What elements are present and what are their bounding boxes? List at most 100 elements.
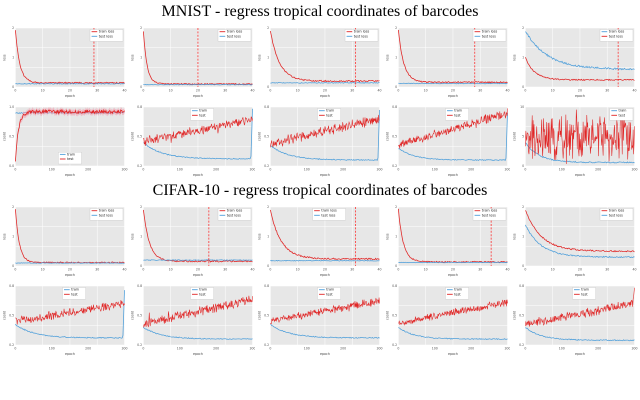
svg-text:30: 30 bbox=[350, 268, 354, 272]
subplot-cifar-r1c1: 0 10 20 30 40 0 1 2 epoch loss train loss test loss bbox=[2, 201, 128, 279]
svg-text:0.2: 0.2 bbox=[264, 343, 269, 347]
svg-text:train: train bbox=[454, 109, 462, 113]
svg-text:0.8: 0.8 bbox=[137, 105, 142, 109]
svg-text:0.5: 0.5 bbox=[9, 135, 14, 139]
svg-text:200: 200 bbox=[468, 347, 474, 351]
svg-text:10: 10 bbox=[41, 268, 45, 272]
svg-text:epoch: epoch bbox=[575, 173, 585, 177]
svg-text:1.0: 1.0 bbox=[9, 105, 14, 109]
svg-text:0: 0 bbox=[270, 268, 272, 272]
svg-text:coord: coord bbox=[385, 132, 389, 141]
svg-text:40: 40 bbox=[378, 268, 382, 272]
svg-text:20: 20 bbox=[68, 268, 72, 272]
svg-text:10: 10 bbox=[296, 89, 300, 93]
svg-text:300: 300 bbox=[249, 347, 255, 351]
svg-text:train loss: train loss bbox=[322, 209, 338, 213]
svg-text:20: 20 bbox=[578, 268, 582, 272]
svg-text:test loss: test loss bbox=[482, 34, 496, 38]
svg-text:epoch: epoch bbox=[193, 173, 203, 177]
svg-text:0: 0 bbox=[142, 268, 144, 272]
svg-text:20: 20 bbox=[68, 89, 72, 93]
svg-text:test: test bbox=[199, 292, 206, 296]
svg-text:0: 0 bbox=[14, 89, 16, 93]
svg-text:coord: coord bbox=[3, 311, 7, 320]
svg-text:20: 20 bbox=[323, 268, 327, 272]
svg-text:300: 300 bbox=[632, 168, 638, 172]
svg-text:40: 40 bbox=[250, 89, 254, 93]
svg-text:40: 40 bbox=[633, 268, 637, 272]
svg-text:test: test bbox=[71, 292, 78, 296]
svg-text:train loss: train loss bbox=[609, 30, 625, 34]
subplot-mnist-r1c5: 0 10 20 30 40 0 1 2 epoch loss train loss test loss bbox=[512, 22, 638, 100]
svg-text:epoch: epoch bbox=[193, 352, 203, 356]
svg-text:30: 30 bbox=[223, 89, 227, 93]
svg-text:0.2: 0.2 bbox=[9, 343, 14, 347]
svg-text:1: 1 bbox=[12, 235, 14, 239]
svg-text:30: 30 bbox=[95, 89, 99, 93]
svg-text:10: 10 bbox=[168, 268, 172, 272]
svg-text:epoch: epoch bbox=[65, 273, 75, 277]
svg-text:train: train bbox=[326, 288, 334, 292]
svg-text:2: 2 bbox=[12, 205, 14, 209]
svg-text:epoch: epoch bbox=[448, 173, 458, 177]
svg-text:10: 10 bbox=[423, 268, 427, 272]
svg-text:test loss: test loss bbox=[226, 34, 240, 38]
svg-text:2: 2 bbox=[523, 26, 525, 30]
svg-text:10: 10 bbox=[551, 89, 555, 93]
svg-text:epoch: epoch bbox=[65, 352, 75, 356]
svg-text:0: 0 bbox=[14, 268, 16, 272]
svg-text:0.2: 0.2 bbox=[264, 164, 269, 168]
svg-text:200: 200 bbox=[340, 347, 346, 351]
svg-text:10: 10 bbox=[41, 89, 45, 93]
svg-text:0.8: 0.8 bbox=[519, 284, 524, 288]
svg-text:2: 2 bbox=[140, 205, 142, 209]
svg-text:0: 0 bbox=[12, 85, 14, 89]
svg-text:0: 0 bbox=[140, 85, 142, 89]
svg-text:1: 1 bbox=[267, 235, 269, 239]
svg-text:train loss: train loss bbox=[609, 209, 625, 213]
subplot-mnist-r1c3: 0 10 20 30 40 0 1 2 epoch loss train loss test loss bbox=[257, 22, 383, 100]
svg-text:loss: loss bbox=[130, 233, 134, 239]
svg-text:coord: coord bbox=[258, 311, 262, 320]
svg-text:2: 2 bbox=[267, 26, 269, 30]
svg-text:40: 40 bbox=[505, 89, 509, 93]
svg-text:40: 40 bbox=[378, 89, 382, 93]
svg-text:0: 0 bbox=[270, 89, 272, 93]
svg-text:0.5: 0.5 bbox=[392, 314, 397, 318]
svg-text:0.8: 0.8 bbox=[392, 284, 397, 288]
svg-text:1: 1 bbox=[523, 56, 525, 60]
svg-text:loss: loss bbox=[130, 54, 134, 60]
svg-text:2: 2 bbox=[523, 205, 525, 209]
svg-text:train loss: train loss bbox=[226, 209, 242, 213]
svg-text:train: train bbox=[199, 109, 207, 113]
svg-text:0: 0 bbox=[397, 268, 399, 272]
svg-text:epoch: epoch bbox=[193, 273, 203, 277]
svg-text:100: 100 bbox=[49, 347, 55, 351]
svg-text:0.8: 0.8 bbox=[264, 105, 269, 109]
svg-text:test: test bbox=[454, 113, 461, 117]
svg-text:loss: loss bbox=[258, 54, 262, 60]
subplot-cifar-r2c2: 0 100 200 300 0.2 0.5 0.8 epoch coord train test bbox=[129, 280, 256, 358]
svg-text:100: 100 bbox=[432, 168, 438, 172]
svg-text:30: 30 bbox=[606, 268, 610, 272]
svg-text:0.5: 0.5 bbox=[137, 314, 142, 318]
subplot-cifar-r2c1: 0 100 200 300 0.2 0.5 0.8 epoch coord train test bbox=[2, 280, 128, 358]
svg-text:0: 0 bbox=[395, 85, 397, 89]
svg-text:0: 0 bbox=[525, 268, 527, 272]
svg-text:test loss: test loss bbox=[99, 34, 113, 38]
svg-text:100: 100 bbox=[559, 347, 565, 351]
svg-text:loss: loss bbox=[513, 233, 517, 239]
svg-text:0: 0 bbox=[142, 347, 144, 351]
svg-text:2: 2 bbox=[12, 26, 14, 30]
svg-text:train: train bbox=[67, 152, 75, 156]
subplot-mnist-r2c3: 0 100 200 300 0.2 0.5 0.8 epoch coord train test bbox=[257, 101, 383, 179]
